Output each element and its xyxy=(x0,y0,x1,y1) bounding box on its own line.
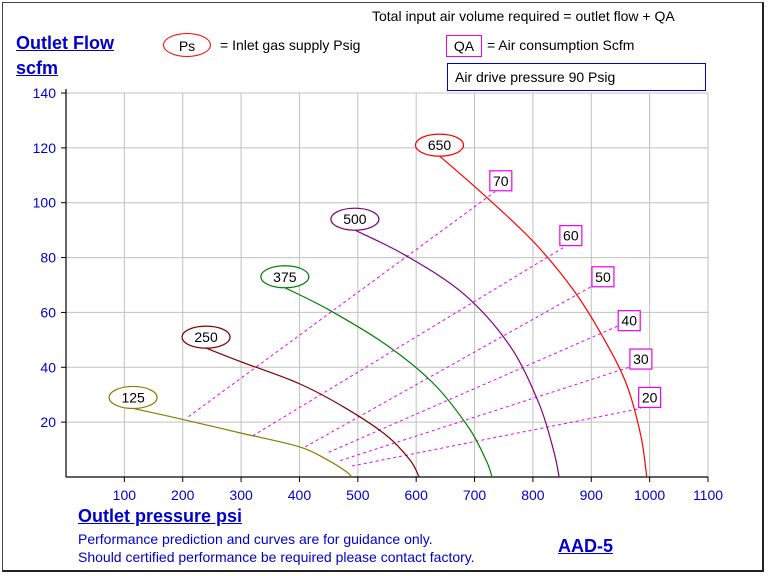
qa-label-50: 50 xyxy=(595,269,611,285)
x-tick-label: 800 xyxy=(521,487,545,503)
curve-ps-375 xyxy=(284,287,493,478)
x-tick-label: 200 xyxy=(171,487,195,503)
ps-label-375: 375 xyxy=(273,269,297,285)
ps-label-250: 250 xyxy=(194,329,218,345)
y-axis-title-line2: scfm xyxy=(16,58,59,78)
ps-label-oval xyxy=(108,385,158,410)
x-tick-label: 600 xyxy=(405,487,429,503)
x-tick-label: 400 xyxy=(288,487,312,503)
x-tick-label: 1000 xyxy=(634,487,665,503)
qa-label-30: 30 xyxy=(633,351,649,367)
total-air-note: Total input air volume required = outlet… xyxy=(372,8,675,24)
x-tick-label: 900 xyxy=(580,487,604,503)
qa-label-box xyxy=(617,310,641,332)
x-tick-label: 1100 xyxy=(693,487,723,503)
qa-legend-symbol: QA xyxy=(446,35,482,57)
x-tick-label: 500 xyxy=(346,487,370,503)
qa-label-20: 20 xyxy=(642,389,658,405)
y-axis-title-line1: Outlet Flow xyxy=(16,33,114,53)
y-tick-label: 100 xyxy=(33,195,57,211)
x-tick-label: 300 xyxy=(229,487,253,503)
qa-label-box xyxy=(591,266,615,288)
y-tick-label: 120 xyxy=(33,140,57,156)
y-tick-label: 140 xyxy=(33,85,57,101)
ps-label-oval xyxy=(330,207,380,231)
curve-ps-250 xyxy=(205,347,420,478)
qa-label-40: 40 xyxy=(621,313,637,329)
qa-label-60: 60 xyxy=(563,228,579,244)
x-axis-title: Outlet pressure psi xyxy=(78,506,243,526)
ps-legend-text: = Inlet gas supply Psig xyxy=(220,37,361,53)
x-tick-label: 700 xyxy=(463,487,487,503)
y-tick-label: 60 xyxy=(40,304,56,320)
disclaimer-line1: Performance prediction and curves are fo… xyxy=(78,531,433,547)
disclaimer-line2: Should certified performance be required… xyxy=(78,549,475,565)
ps-label-oval xyxy=(181,325,231,349)
ps-label-650: 650 xyxy=(428,137,452,153)
model-name: AAD-5 xyxy=(558,536,614,556)
air-consumption-line xyxy=(351,407,641,467)
qa-legend-text: = Air consumption Scfm xyxy=(487,37,635,53)
qa-label-box xyxy=(638,386,662,409)
qa-label-70: 70 xyxy=(493,173,509,189)
ps-label-125: 125 xyxy=(121,389,145,405)
air-consumption-line xyxy=(340,366,630,462)
ps-label-oval xyxy=(260,265,310,289)
curve-ps-650 xyxy=(439,155,648,478)
x-tick-label: 100 xyxy=(113,487,137,503)
curve-ps-500 xyxy=(354,229,560,478)
qa-label-box xyxy=(489,170,513,192)
air-consumption-line xyxy=(305,284,595,448)
y-tick-label: 20 xyxy=(40,414,56,430)
air-consumption-line xyxy=(328,325,618,453)
qa-label-box xyxy=(559,225,583,247)
ps-label-500: 500 xyxy=(343,211,367,227)
air-consumption-line xyxy=(252,246,566,437)
air-drive-pressure-box: Air drive pressure 90 Psig xyxy=(447,63,706,91)
ps-legend-symbol: Ps xyxy=(163,33,211,57)
y-tick-label: 40 xyxy=(40,359,56,375)
y-tick-label: 80 xyxy=(40,250,56,266)
qa-label-box xyxy=(629,348,653,370)
ps-label-oval xyxy=(414,133,465,157)
curve-ps-125 xyxy=(132,407,353,478)
